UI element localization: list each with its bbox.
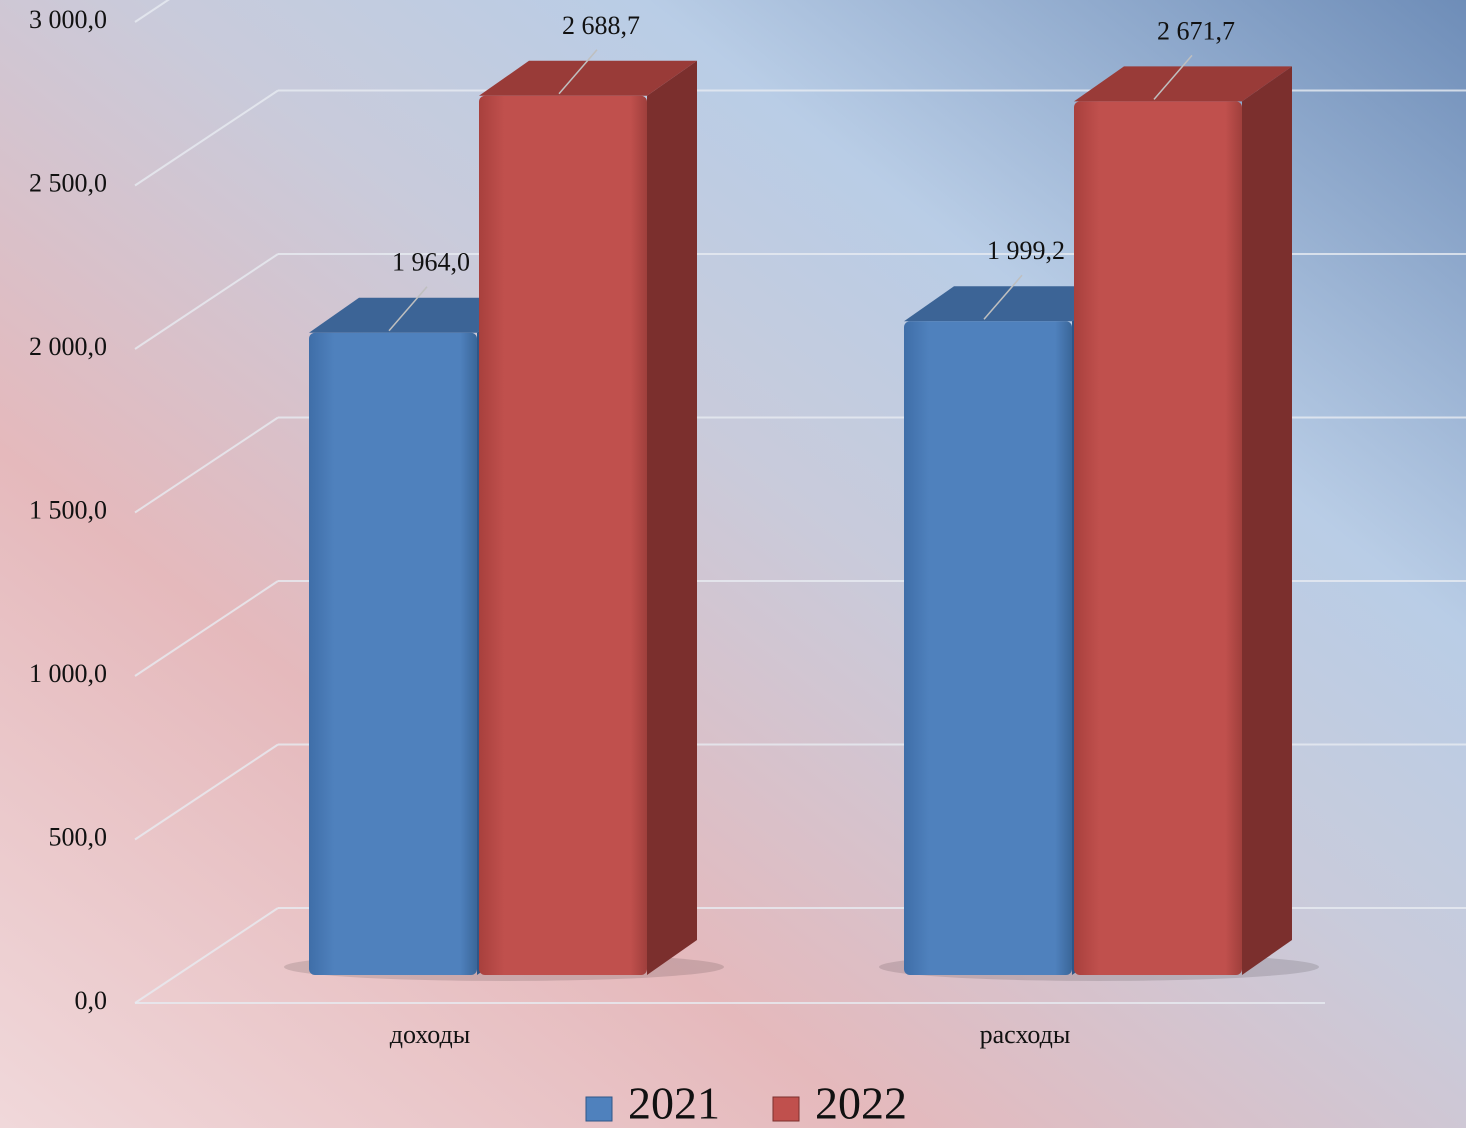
bar-side [1242,66,1292,975]
bar [1074,101,1242,975]
x-tick-label: расходы [980,1020,1071,1049]
grid-line-side [134,743,279,841]
grid-line-side [134,253,279,350]
y-tick-label: 2 000,0 [29,332,107,361]
y-tick-label: 1 500,0 [29,495,107,524]
bar [904,321,1072,975]
bar [309,332,477,976]
y-tick-label: 3 000,0 [29,5,107,34]
legend-label: 2022 [815,1078,907,1128]
bar-top [1074,66,1292,102]
leader-line [983,274,1023,320]
y-tick-label: 2 500,0 [29,168,107,197]
leader-line [558,49,598,95]
grid-line-side [134,580,279,677]
value-label: 2 671,7 [1157,16,1235,45]
y-tick-label: 500,0 [49,822,108,851]
legend-label: 2021 [628,1078,720,1128]
grid-line-side [134,416,279,514]
legend-swatch [772,1096,800,1122]
grid-line-side [134,89,279,187]
leader-line [388,286,428,332]
bar-side [647,60,697,975]
leader-line [1153,54,1193,100]
bar-top [309,297,527,333]
bar-top [904,286,1122,322]
value-label: 1 999,2 [987,236,1065,265]
bar [479,95,647,975]
legend-swatch [585,1096,613,1122]
y-tick-label: 0,0 [75,986,108,1015]
bar-top [479,60,697,96]
value-label: 1 964,0 [392,248,470,277]
grid-line-side [134,0,170,23]
grid-line-side [134,907,279,1004]
value-label: 2 688,7 [562,11,640,40]
x-tick-label: доходы [390,1020,471,1049]
y-tick-label: 1 000,0 [29,659,107,688]
